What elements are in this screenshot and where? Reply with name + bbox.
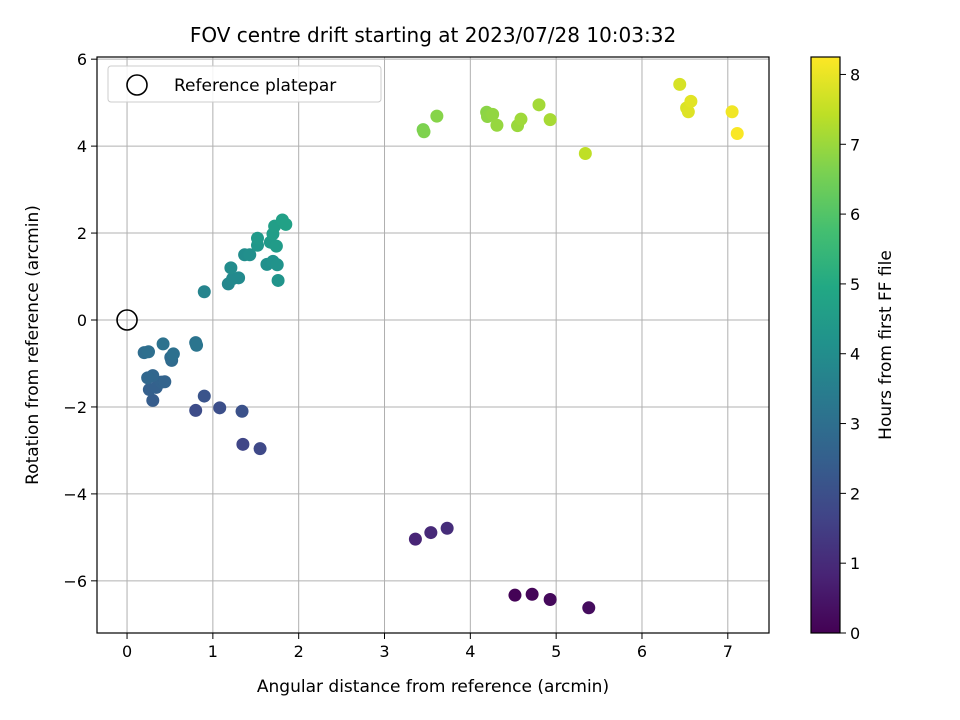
colorbar: 0 1 2 3 4 5 6 7 8 Hours from first FF file [810, 56, 896, 643]
data-point [190, 338, 204, 352]
y-axis-ticks: −6 −4 −2 0 2 4 6 [63, 50, 97, 591]
data-point [490, 118, 504, 132]
colorbar-tick-label: 6 [850, 205, 860, 224]
chart-title: FOV centre drift starting at 2023/07/28 … [190, 23, 676, 47]
y-tick-label: −4 [63, 485, 87, 504]
x-tick-label: 2 [294, 642, 304, 661]
y-tick-label: −6 [63, 572, 87, 591]
colorbar-tick-label: 4 [850, 345, 860, 364]
y-axis-label: Rotation from reference (arcmin) [23, 205, 43, 485]
data-point [582, 601, 596, 615]
data-point [486, 107, 500, 121]
data-point [243, 248, 257, 262]
x-tick-label: 5 [551, 642, 561, 661]
x-axis-ticks: 0 1 2 3 4 5 6 7 [122, 633, 733, 661]
colorbar-tick-label: 0 [850, 624, 860, 643]
x-tick-label: 3 [379, 642, 389, 661]
data-point [158, 375, 172, 389]
data-point [271, 273, 285, 287]
data-point [146, 393, 160, 407]
colorbar-tick-label: 3 [850, 415, 860, 434]
x-tick-label: 7 [723, 642, 733, 661]
data-point [253, 442, 267, 456]
data-point [417, 125, 431, 139]
legend-marker-reference [126, 74, 148, 96]
data-point [408, 532, 422, 546]
data-point [250, 231, 264, 245]
data-point [213, 401, 227, 415]
data-point [684, 94, 698, 108]
colorbar-tick-label: 1 [850, 554, 860, 573]
legend-box [107, 65, 382, 103]
data-point [141, 371, 155, 385]
data-point [681, 105, 695, 119]
data-point [525, 587, 539, 601]
data-point [224, 261, 238, 275]
y-tick-label: 6 [77, 50, 87, 69]
colorbar-tick-label: 5 [850, 275, 860, 294]
data-point [141, 345, 155, 359]
data-point [730, 127, 744, 141]
plot-area: 0 1 2 3 4 5 6 7 −6 −4 −2 0 2 4 6 [63, 50, 770, 661]
data-point [508, 588, 522, 602]
y-tick-label: −2 [63, 398, 87, 417]
data-point [532, 98, 546, 112]
data-point [236, 437, 250, 451]
x-tick-label: 1 [208, 642, 218, 661]
data-point [543, 113, 557, 127]
data-points [137, 77, 744, 615]
data-point [166, 347, 180, 361]
legend: Reference platepar [107, 65, 382, 103]
data-point [235, 404, 249, 418]
y-tick-label: 2 [77, 224, 87, 243]
data-point [279, 217, 293, 231]
data-point [514, 112, 528, 126]
plot-frame [96, 56, 770, 634]
grid [97, 57, 769, 633]
colorbar-tick-label: 8 [850, 65, 860, 84]
x-tick-label: 4 [465, 642, 475, 661]
reference-platepar-marker [116, 309, 138, 331]
data-point [673, 77, 687, 91]
data-point [440, 521, 454, 535]
x-tick-label: 0 [122, 642, 132, 661]
colorbar-gradient [810, 56, 841, 634]
legend-label-reference: Reference platepar [174, 76, 336, 96]
y-tick-label: 4 [77, 137, 87, 156]
data-point [197, 285, 211, 299]
x-axis-label: Angular distance from reference (arcmin) [257, 677, 609, 697]
data-point [232, 271, 246, 285]
data-point [269, 239, 283, 253]
data-point [270, 258, 284, 272]
data-point [156, 337, 170, 351]
colorbar-tick-label: 7 [850, 135, 860, 154]
y-tick-label: 0 [77, 311, 87, 330]
colorbar-tick-label: 2 [850, 484, 860, 503]
data-point [189, 403, 203, 417]
x-tick-label: 6 [637, 642, 647, 661]
data-point [424, 526, 438, 540]
colorbar-label: Hours from first FF file [876, 250, 896, 440]
data-point [430, 109, 444, 123]
data-point [578, 147, 592, 161]
data-point [197, 389, 211, 403]
reference-layer [116, 309, 138, 331]
colorbar-ticks: 0 1 2 3 4 5 6 7 8 [840, 65, 860, 643]
data-point [725, 105, 739, 119]
data-point [543, 593, 557, 607]
